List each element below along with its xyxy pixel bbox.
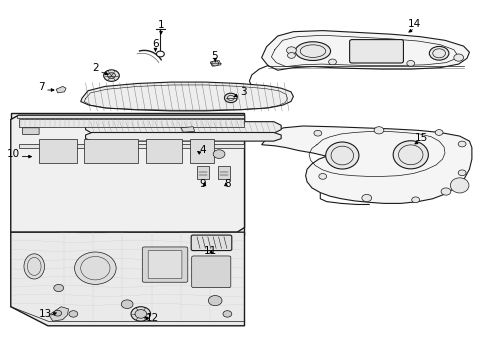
Polygon shape [181,127,194,132]
Ellipse shape [24,254,44,279]
Bar [39,139,77,163]
Polygon shape [56,86,66,93]
Circle shape [434,130,442,135]
Polygon shape [17,115,243,118]
Bar [197,166,208,179]
Text: 7: 7 [38,82,45,92]
Polygon shape [261,126,471,203]
Text: 5: 5 [210,51,217,61]
Text: 11: 11 [203,246,217,256]
Polygon shape [11,115,244,232]
FancyBboxPatch shape [191,256,230,288]
Circle shape [213,150,224,158]
Circle shape [131,307,150,321]
Polygon shape [19,119,244,127]
Circle shape [54,284,63,292]
Ellipse shape [449,178,468,193]
Polygon shape [85,132,281,141]
Circle shape [457,141,465,147]
Bar [145,139,182,163]
Text: 3: 3 [240,87,246,97]
Text: 15: 15 [414,132,427,143]
Circle shape [208,296,222,306]
Polygon shape [49,307,68,321]
Circle shape [440,188,450,195]
Polygon shape [81,82,293,111]
Circle shape [224,93,237,103]
Ellipse shape [392,141,427,169]
FancyBboxPatch shape [191,235,231,251]
Text: 8: 8 [224,179,230,189]
Circle shape [107,73,115,78]
Polygon shape [210,60,221,66]
Polygon shape [11,113,243,235]
FancyBboxPatch shape [349,40,403,63]
Circle shape [373,127,383,134]
Ellipse shape [325,142,358,169]
Bar [84,139,138,163]
Ellipse shape [295,42,330,60]
Text: 1: 1 [158,20,164,30]
Circle shape [103,70,119,81]
Text: 2: 2 [92,63,99,73]
Polygon shape [11,232,244,326]
Circle shape [361,194,371,202]
Circle shape [328,59,336,65]
Bar [189,139,214,163]
FancyBboxPatch shape [148,251,182,279]
Circle shape [411,197,419,203]
Circle shape [287,53,295,58]
Text: 13: 13 [38,309,52,319]
Circle shape [318,174,326,179]
Circle shape [135,310,146,318]
Bar [218,166,229,179]
Text: 14: 14 [407,19,421,30]
Circle shape [69,311,78,317]
Polygon shape [261,31,468,70]
Text: 10: 10 [7,149,20,159]
Polygon shape [85,122,281,133]
Circle shape [121,300,133,309]
Circle shape [211,61,218,66]
Circle shape [406,60,414,66]
Text: 12: 12 [145,312,159,323]
Circle shape [453,54,463,61]
FancyBboxPatch shape [22,128,39,135]
Polygon shape [19,144,243,148]
Ellipse shape [74,252,116,284]
Ellipse shape [428,46,448,60]
Text: 9: 9 [199,179,206,189]
Circle shape [156,51,164,57]
Circle shape [286,47,296,54]
Text: 4: 4 [199,145,206,156]
Circle shape [223,311,231,317]
Text: 6: 6 [152,39,159,49]
Circle shape [457,170,465,176]
Circle shape [313,130,321,136]
FancyBboxPatch shape [142,247,187,282]
Circle shape [54,310,61,316]
